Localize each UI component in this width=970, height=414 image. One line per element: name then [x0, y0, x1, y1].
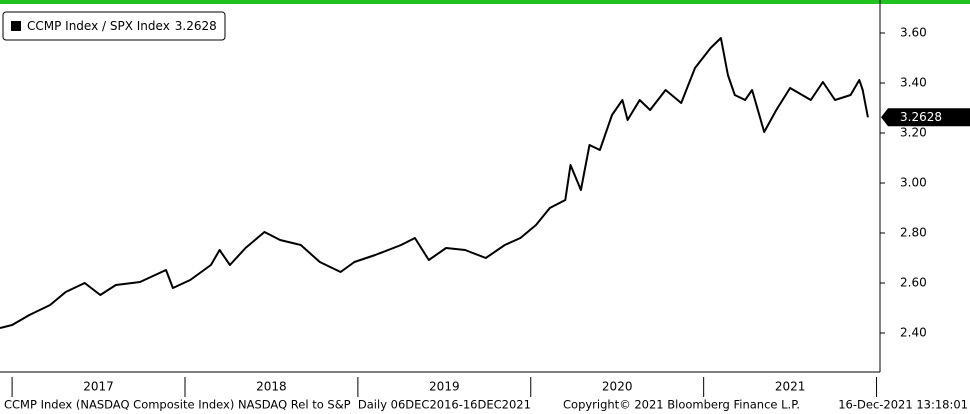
- y-tick-label: 2.40: [900, 326, 927, 340]
- x-tick-label: 2021: [775, 380, 806, 394]
- line: [0, 37, 869, 329]
- x-tick-label: 2019: [429, 380, 460, 394]
- y-tick-label: 3.00: [900, 176, 927, 190]
- x-tick-label: 2017: [83, 380, 114, 394]
- legend-box: [2, 11, 226, 41]
- last-value-label: 3.2628: [900, 110, 942, 124]
- legend-swatch: [11, 21, 21, 31]
- last-value-tag: [881, 108, 970, 127]
- y-tick-label: 3.20: [900, 126, 927, 140]
- y-tick-label: 3.60: [900, 26, 927, 40]
- legend-label: CCMP Index / SPX Index 3.2628: [27, 19, 217, 33]
- footer-text: Copyright© 2021 Bloomberg Finance L.P.: [563, 398, 800, 412]
- footer-text: 16-Dec-2021 13:18:01: [838, 398, 968, 412]
- legend-value: 3.2628: [175, 19, 217, 33]
- y-tick-label: 2.80: [900, 226, 927, 240]
- x-tick-label: 2018: [256, 380, 287, 394]
- y-tick-label: 3.40: [900, 76, 927, 90]
- x-tick-label: 2020: [602, 380, 633, 394]
- y-tick-label: 2.60: [900, 276, 927, 290]
- legend-series-name: CCMP Index / SPX Index: [27, 19, 170, 33]
- top-bar: [0, 0, 970, 4]
- footer-text: CCMP Index (NASDAQ Composite Index) NASD…: [4, 398, 531, 412]
